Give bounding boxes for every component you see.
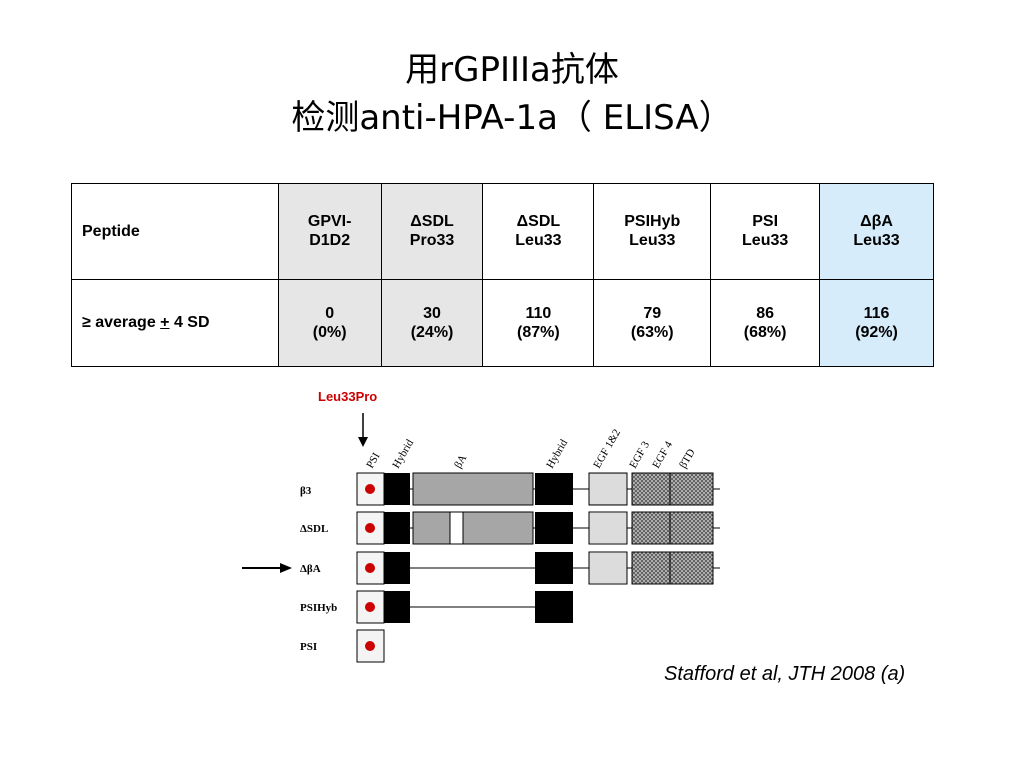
construct-dba (356, 551, 720, 585)
column-header-gpvi: GPVI- D1D2 (277, 183, 382, 280)
domain-label-psi: PSI (364, 450, 383, 470)
construct-psi (356, 629, 385, 663)
table-data-row: ≥ average + 4 SD 0 (0%) 30 (24%) 110 (87%) … (71, 278, 934, 368)
cell-dsdl-leu33: 110 (87%) (482, 278, 595, 368)
beta3-domain-diagram: Leu33Pro PSI Hybrid βA Hybrid EGF 1&2 EG… (242, 389, 720, 663)
row-label-dba: ΔβA (300, 563, 321, 575)
cell-dsdl-pro33: 30 (24%) (380, 278, 484, 368)
column-header-dsdl-leu33: ΔSDL Leu33 (482, 183, 595, 280)
construct-beta3 (356, 472, 720, 506)
domain-label-egf4: EGF 4 (650, 439, 675, 471)
domain-label-betaA: βA (452, 453, 469, 471)
cell-psi-leu33: 86 (68%) (710, 278, 821, 368)
mutation-label: Leu33Pro (318, 389, 377, 404)
domain-label-egf12: EGF 1&2 (591, 427, 623, 470)
table-header-row: Peptide GPVI- D1D2 ΔSDL Pro33 ΔSDL Leu33 PS… (71, 183, 934, 280)
row-label-dsdl: ΔSDL (300, 523, 328, 535)
cell-gpvi: 0 (0%) (277, 278, 382, 368)
construct-dsdl (356, 511, 720, 545)
row-label-psihyb: PSIHyb (300, 602, 337, 614)
citation: Stafford et al, JTH 2008 (a) (664, 663, 906, 685)
construct-psihyb (356, 590, 573, 624)
domain-label-egf3: EGF 3 (627, 439, 652, 471)
column-header-dsdl-pro33: ΔSDL Pro33 (380, 183, 484, 280)
domain-label-hybrid-2: Hybrid (544, 437, 570, 470)
highlight-arrow-icon (242, 563, 292, 573)
column-header-dba-leu33: ΔβA Leu33 (819, 183, 934, 280)
column-header-psi-leu33: PSI Leu33 (710, 183, 821, 280)
row-label-beta3: β3 (300, 485, 312, 497)
average-sd-row-header: ≥ average + 4 SD (71, 278, 279, 368)
slide-title-line1: 用rGPIIIa抗体 (405, 50, 619, 90)
domain-label-hybrid-1: Hybrid (390, 437, 416, 470)
cell-psihyb-leu33: 79 (63%) (593, 278, 712, 368)
row-label-psi: PSI (300, 641, 317, 653)
column-header-psihyb-leu33: PSIHyb Leu33 (593, 183, 712, 280)
peptide-row-header: Peptide (71, 183, 279, 280)
slide-title-line2: 检测anti-HPA-1a（ ELISA） (291, 98, 733, 138)
cell-dba-leu33: 116 (92%) (819, 278, 934, 368)
domain-label-betaTD: βTD (677, 447, 698, 471)
mutation-arrow-icon (358, 413, 368, 447)
peptide-results-table: Peptide GPVI- D1D2 ΔSDL Pro33 ΔSDL Leu33 PS… (71, 183, 934, 368)
